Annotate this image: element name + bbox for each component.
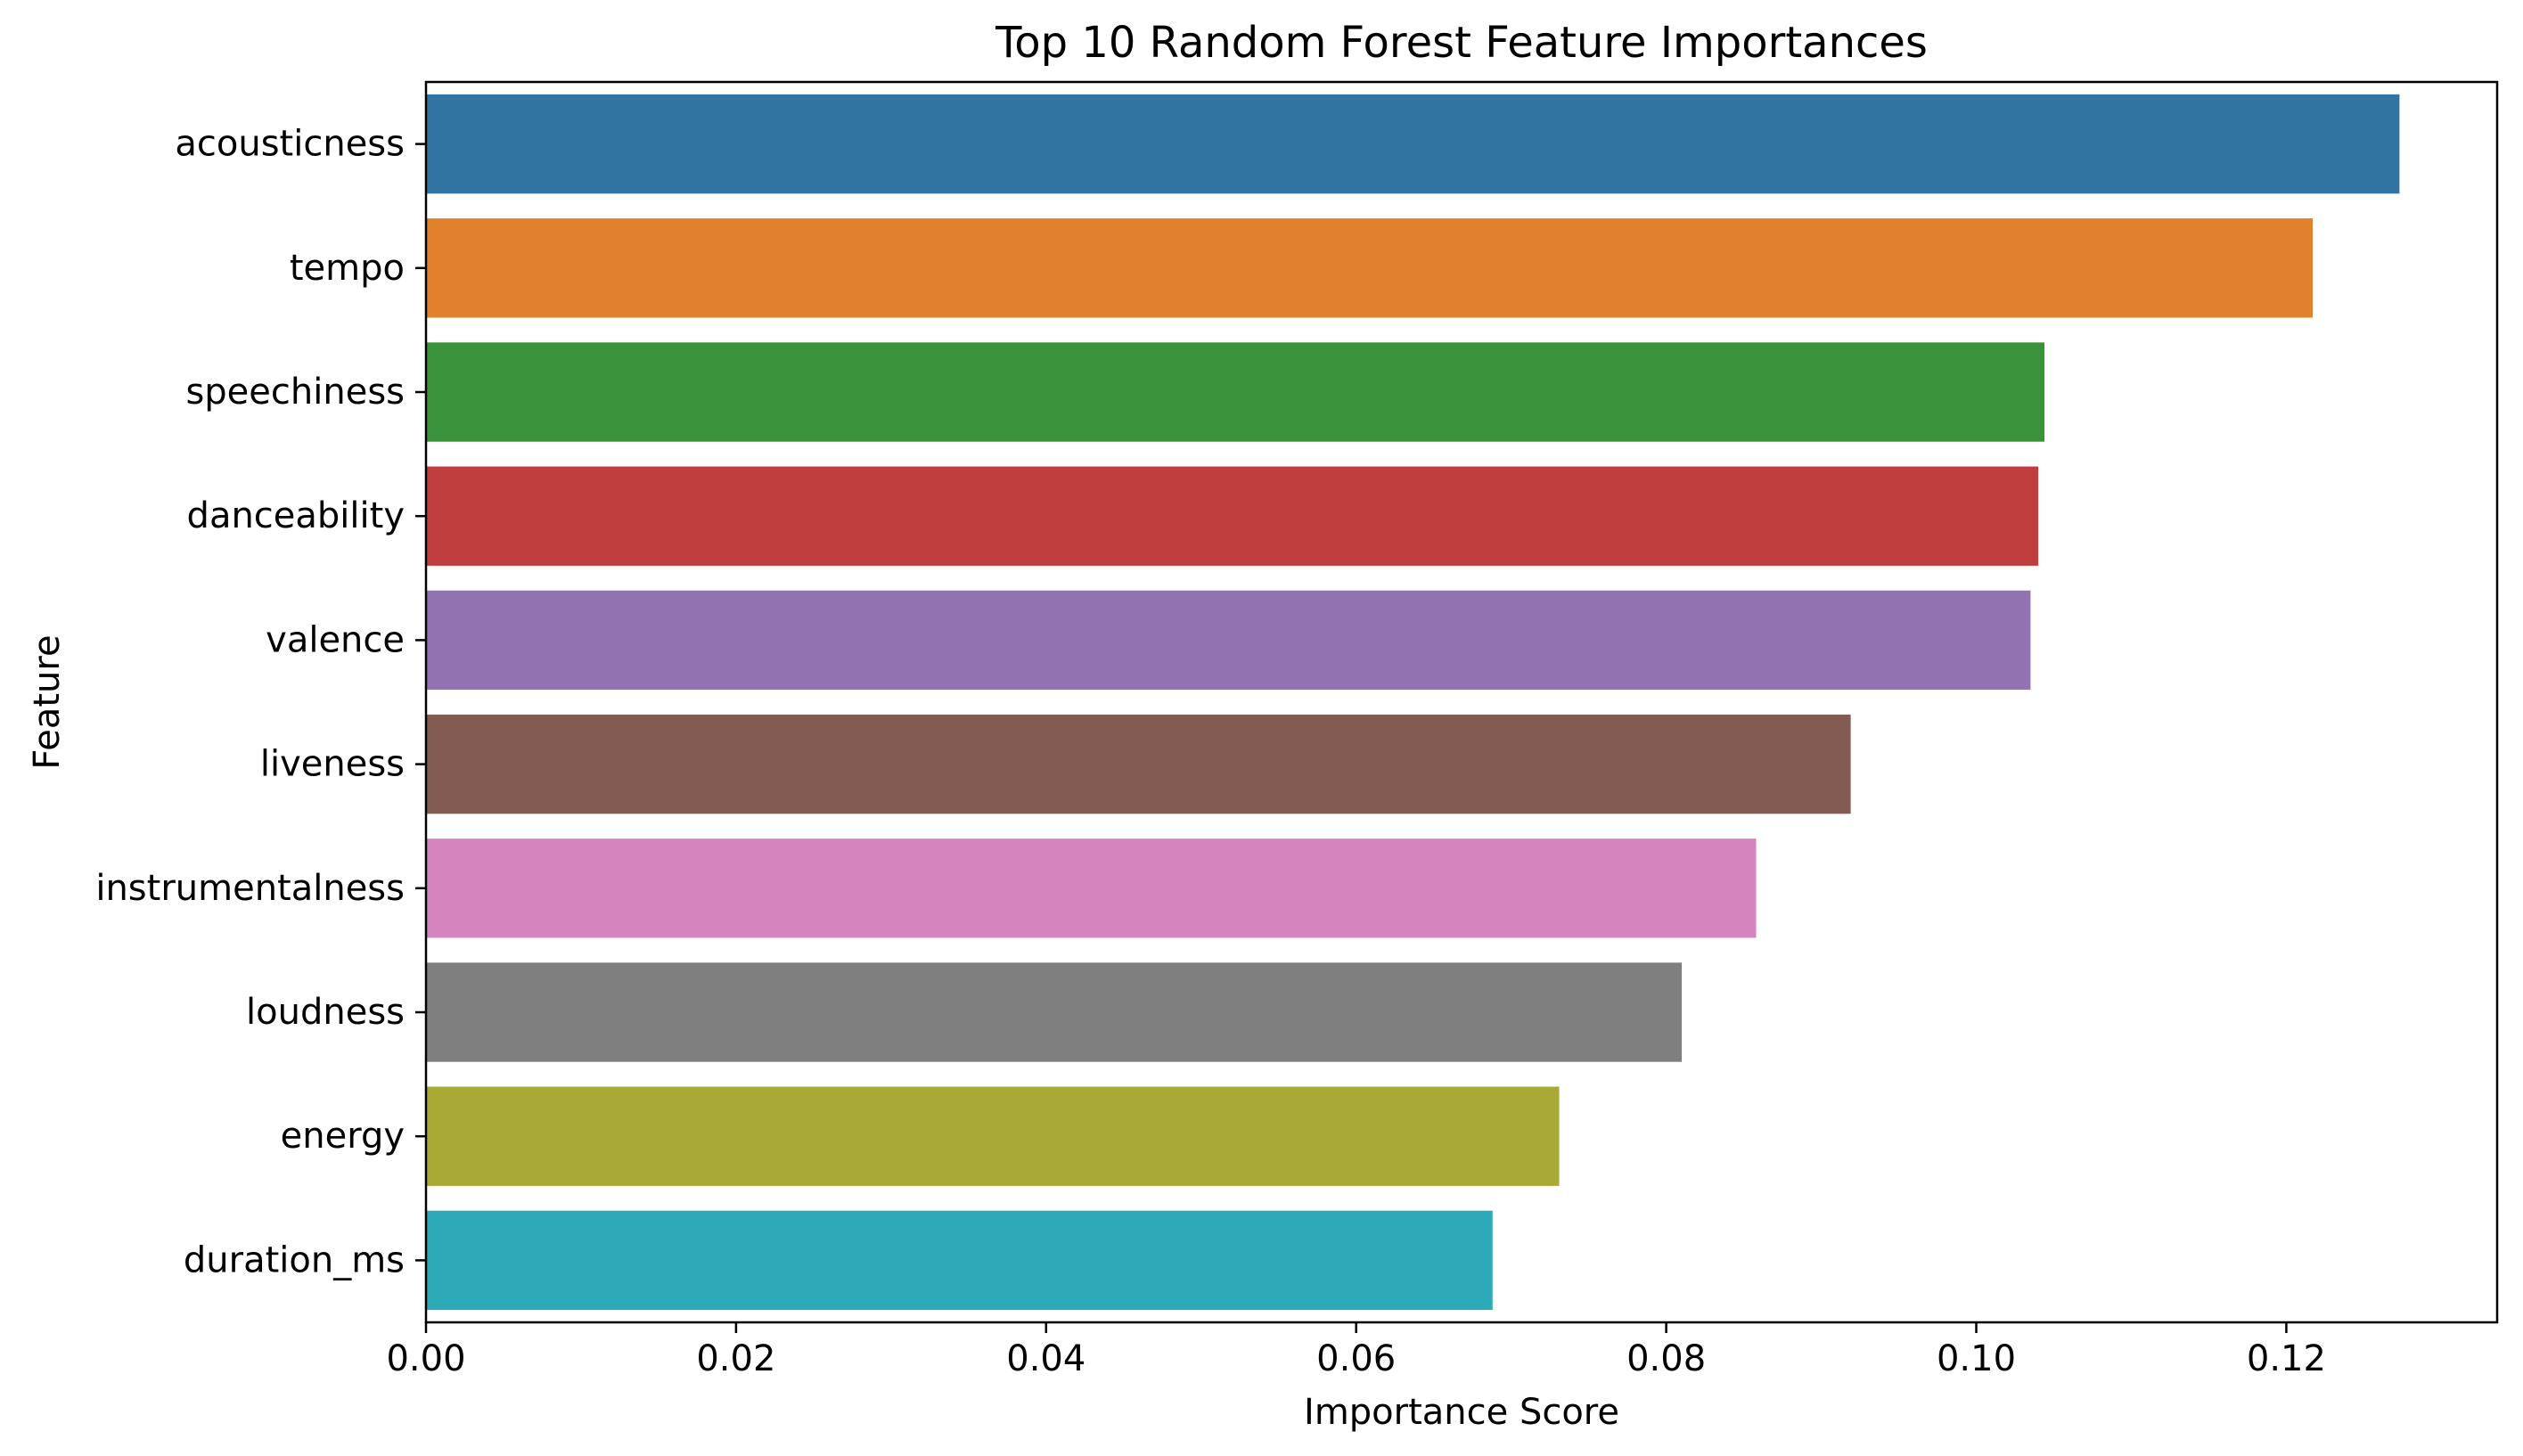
x-tick-label: 0.12: [2247, 1338, 2326, 1379]
y-axis-ticks: acousticness tempo speechiness danceability…: [95, 124, 426, 1280]
x-tick-label: 0.08: [1626, 1338, 1706, 1379]
bar-acousticness: [426, 94, 2400, 194]
y-tick-label: acousticness: [175, 124, 405, 165]
x-tick-label: 0.04: [1006, 1338, 1085, 1379]
bar-speechiness: [426, 342, 2045, 442]
x-tick-label: 0.02: [696, 1338, 775, 1379]
bar-liveness: [426, 714, 1851, 814]
y-tick-label: loudness: [246, 992, 405, 1033]
x-axis-ticks: 0.00 0.02 0.04 0.06 0.08 0.10 0.12: [386, 1322, 2326, 1379]
bar-energy: [426, 1086, 1560, 1186]
bar-loudness: [426, 962, 1683, 1062]
x-tick-label: 0.10: [1937, 1338, 2016, 1379]
y-tick-label: speechiness: [185, 372, 405, 413]
y-tick-label: instrumentalness: [95, 868, 405, 909]
chart-title: Top 10 Random Forest Feature Importances: [995, 18, 1928, 68]
bar-danceability: [426, 466, 2039, 566]
y-tick-label: energy: [281, 1116, 405, 1157]
y-tick-label: liveness: [260, 744, 405, 785]
bars-group: [426, 94, 2400, 1311]
y-axis-label: Feature: [27, 634, 68, 769]
y-tick-label: danceability: [187, 495, 405, 536]
y-tick-label: tempo: [290, 248, 405, 289]
y-tick-label: valence: [266, 619, 405, 660]
x-tick-label: 0.06: [1316, 1338, 1396, 1379]
x-tick-label: 0.00: [386, 1338, 465, 1379]
x-axis-label: Importance Score: [1304, 1392, 1619, 1433]
bar-duration_ms: [426, 1210, 1493, 1311]
y-tick-label: duration_ms: [184, 1239, 405, 1280]
bar-instrumentalness: [426, 838, 1757, 938]
bar-valence: [426, 590, 2031, 691]
plot-frame: [424, 80, 2499, 1324]
bar-tempo: [426, 218, 2313, 318]
